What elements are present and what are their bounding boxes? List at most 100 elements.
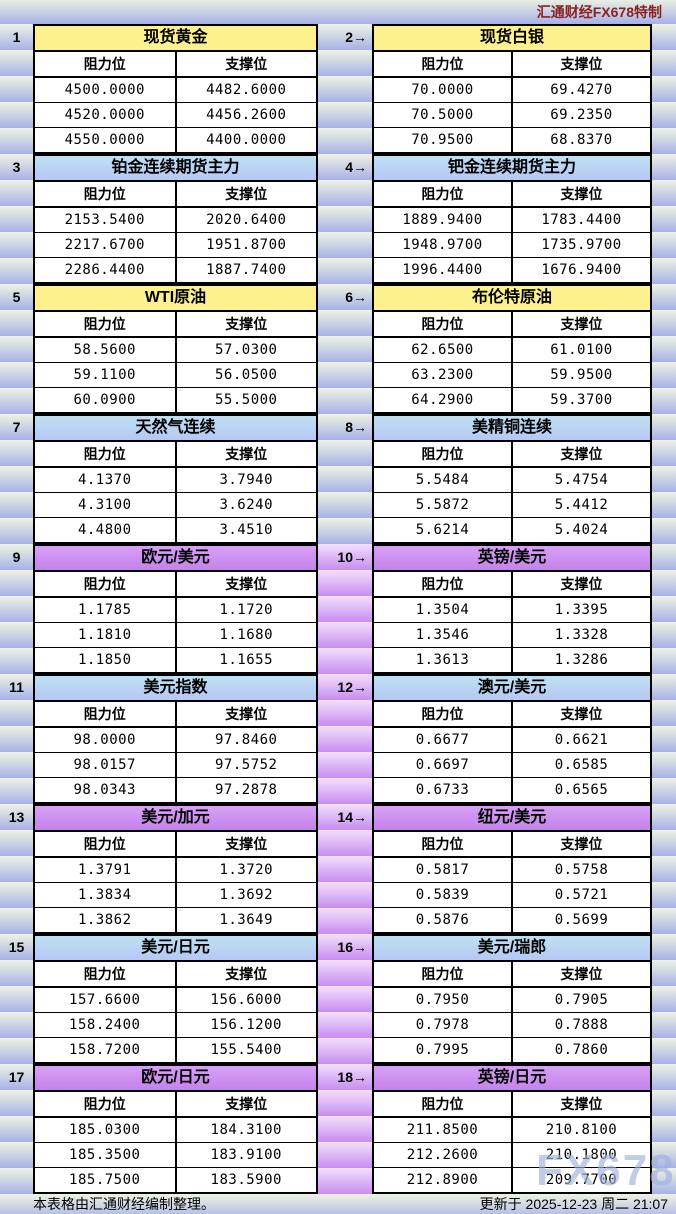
column-headers: 阻力位 支撑位 (35, 442, 316, 468)
support-value: 1676.9400 (541, 262, 622, 278)
resistance-value: 212.8900 (374, 1168, 513, 1192)
row-number-label: 15 (8, 939, 25, 955)
data-row: 0.5839 0.5721 (374, 883, 650, 908)
row-number-label: 5 (12, 289, 21, 305)
support-value: 1.1680 (219, 627, 274, 643)
support-value: 5.4754 (554, 472, 609, 488)
support-value: 3.4510 (219, 522, 274, 538)
resistance-value: 5.6214 (374, 518, 513, 542)
row-number-label: 13 (8, 809, 25, 825)
resistance-value: 1.1810 (35, 623, 177, 647)
support-value: 1951.8700 (206, 237, 287, 253)
instrument-panel: 天然气连续 阻力位 支撑位 4.1370 3.7940 4.3100 3.6240 4.480… (33, 414, 318, 544)
column-headers: 阻力位 支撑位 (374, 962, 650, 988)
block-row: 13 美元/加元 阻力位 支撑位 1.3791 1.3720 1.3834 1.3692 1.3… (0, 804, 676, 934)
resistance-value: 1.3834 (35, 883, 177, 907)
brand-banner: 汇通财经FX678特制 (0, 0, 676, 24)
instrument-panel: 美元指数 阻力位 支撑位 98.0000 97.8460 98.0157 97.5752 98… (33, 674, 318, 804)
resistance-value: 70.5000 (374, 103, 513, 127)
resistance-header: 阻力位 (374, 52, 513, 76)
row-number-label: 6→ (318, 284, 367, 310)
resistance-value: 1948.9700 (374, 233, 513, 257)
panel-title: 美元指数 (35, 676, 316, 702)
support-header: 支撑位 (560, 706, 603, 722)
resistance-header: 阻力位 (374, 572, 513, 596)
arrow-right-icon: → (353, 419, 367, 435)
resistance-value: 60.0900 (35, 388, 177, 412)
support-value: 156.6000 (210, 992, 282, 1008)
support-value: 56.0500 (214, 367, 278, 383)
panel-title: 美精铜连续 (374, 416, 650, 442)
support-header: 支撑位 (225, 576, 268, 592)
panel-title: 现货白银 (374, 26, 650, 52)
support-value: 183.9100 (210, 1147, 282, 1163)
data-row: 4500.0000 4482.6000 (35, 78, 316, 103)
panel-title: 美元/瑞郎 (374, 936, 650, 962)
resistance-value: 5.5872 (374, 493, 513, 517)
data-row: 5.6214 5.4024 (374, 518, 650, 542)
resistance-value: 1889.9400 (374, 208, 513, 232)
support-header: 支撑位 (560, 576, 603, 592)
support-value: 0.5721 (554, 887, 609, 903)
resistance-value: 158.2400 (35, 1013, 177, 1037)
resistance-value: 1.3613 (374, 648, 513, 672)
resistance-value: 185.0300 (35, 1118, 177, 1142)
support-value: 1735.9700 (541, 237, 622, 253)
data-row: 212.8900 209.7700 (374, 1168, 650, 1192)
resistance-header: 阻力位 (374, 312, 513, 336)
data-row: 1.3791 1.3720 (35, 858, 316, 883)
brand-text: 汇通财经FX678特制 (536, 4, 662, 20)
resistance-value: 211.8500 (374, 1118, 513, 1142)
data-row: 1.3862 1.3649 (35, 908, 316, 932)
column-headers: 阻力位 支撑位 (374, 182, 650, 208)
panel-title: 现货黄金 (35, 26, 316, 52)
data-row: 185.0300 184.3100 (35, 1118, 316, 1143)
row-number-text: 10 (337, 549, 353, 565)
resistance-value: 1996.4400 (374, 258, 513, 282)
row-number-label: 11 (9, 679, 24, 695)
support-header: 支撑位 (560, 186, 603, 202)
instrument-panel: 英镑/美元 阻力位 支撑位 1.3504 1.3395 1.3546 1.3328 1.361… (372, 544, 652, 674)
instrument-panel: 英镑/日元 阻力位 支撑位 211.8500 210.8100 212.2600 210.1… (372, 1064, 652, 1194)
data-row: 59.1100 56.0500 (35, 363, 316, 388)
resistance-header: 阻力位 (35, 312, 177, 336)
row-number-label: 17 (8, 1069, 25, 1085)
data-row: 1.3546 1.3328 (374, 623, 650, 648)
resistance-value: 1.3791 (35, 858, 177, 882)
resistance-header: 阻力位 (35, 832, 177, 856)
resistance-header: 阻力位 (35, 52, 177, 76)
instrument-panel: 欧元/美元 阻力位 支撑位 1.1785 1.1720 1.1810 1.1680 1.185… (33, 544, 318, 674)
instrument-panel: 美元/瑞郎 阻力位 支撑位 0.7950 0.7905 0.7978 0.7888 0.799… (372, 934, 652, 1064)
resistance-value: 70.9500 (374, 128, 513, 152)
instrument-panel: 铂金连续期货主力 阻力位 支撑位 2153.5400 2020.6400 2217.670… (33, 154, 318, 284)
block-row: 7 天然气连续 阻力位 支撑位 4.1370 3.7940 4.3100 3.6240 4.48… (0, 414, 676, 544)
block-row: 5 WTI原油 阻力位 支撑位 58.5600 57.0300 59.1100 56.0500… (0, 284, 676, 414)
data-row: 70.5000 69.2350 (374, 103, 650, 128)
column-headers: 阻力位 支撑位 (374, 832, 650, 858)
support-value: 1783.4400 (541, 212, 622, 228)
support-value: 1.3720 (219, 862, 274, 878)
resistance-value: 0.7995 (374, 1038, 513, 1062)
support-value: 0.7905 (554, 992, 609, 1008)
support-header: 支撑位 (560, 56, 603, 72)
row-number-label: 7 (12, 419, 21, 435)
resistance-value: 1.3546 (374, 623, 513, 647)
resistance-header: 阻力位 (35, 1092, 177, 1116)
data-row: 158.2400 156.1200 (35, 1013, 316, 1038)
data-row: 0.5817 0.5758 (374, 858, 650, 883)
arrow-right-icon: → (353, 289, 367, 305)
resistance-value: 62.6500 (374, 338, 513, 362)
support-header: 支撑位 (225, 966, 268, 982)
data-row: 1.1785 1.1720 (35, 598, 316, 623)
support-value: 0.6565 (554, 782, 609, 798)
instrument-panel: 钯金连续期货主力 阻力位 支撑位 1889.9400 1783.4400 1948.970… (372, 154, 652, 284)
row-number-label: 8→ (318, 414, 367, 440)
column-headers: 阻力位 支撑位 (35, 1092, 316, 1118)
resistance-value: 98.0157 (35, 753, 177, 777)
data-row: 158.7200 155.5400 (35, 1038, 316, 1062)
data-row: 211.8500 210.8100 (374, 1118, 650, 1143)
column-headers: 阻力位 支撑位 (35, 702, 316, 728)
arrow-right-icon: → (353, 1069, 367, 1085)
column-headers: 阻力位 支撑位 (35, 962, 316, 988)
